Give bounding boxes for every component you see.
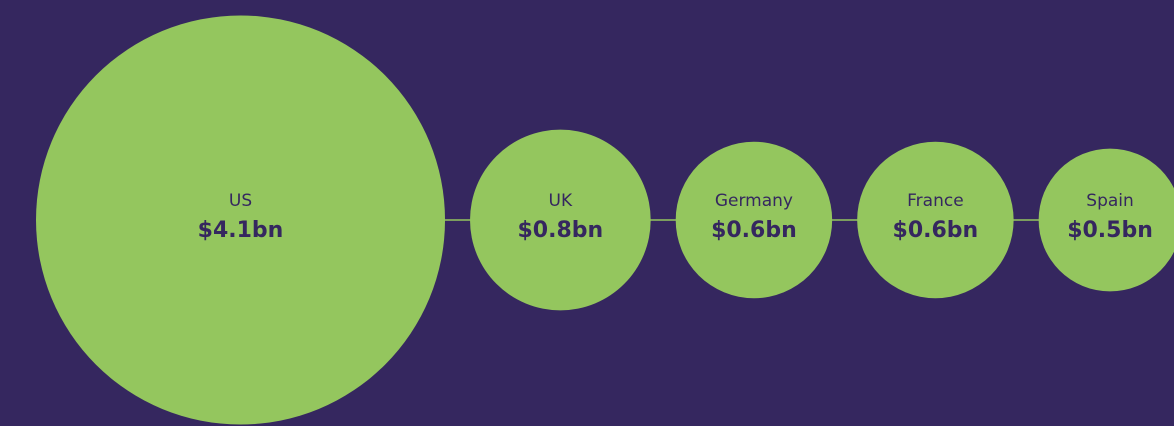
bubble (1038, 148, 1174, 292)
bubble (857, 141, 1014, 299)
bubble-value: $0.5bn (1067, 218, 1153, 243)
bubble-value: $0.6bn (711, 218, 797, 243)
bubble-name: Germany (715, 191, 793, 211)
bubble (36, 15, 446, 425)
bubble-value: $4.1bn (198, 218, 284, 243)
bubble-name: US (229, 191, 252, 211)
bubble-name: France (907, 191, 964, 211)
bubble-value: $0.6bn (893, 218, 979, 243)
bubble (470, 129, 651, 311)
bubble-name: UK (549, 191, 573, 211)
bubble-name: Spain (1086, 191, 1134, 211)
bubble-value: $0.8bn (518, 218, 604, 243)
bubble (675, 141, 833, 299)
